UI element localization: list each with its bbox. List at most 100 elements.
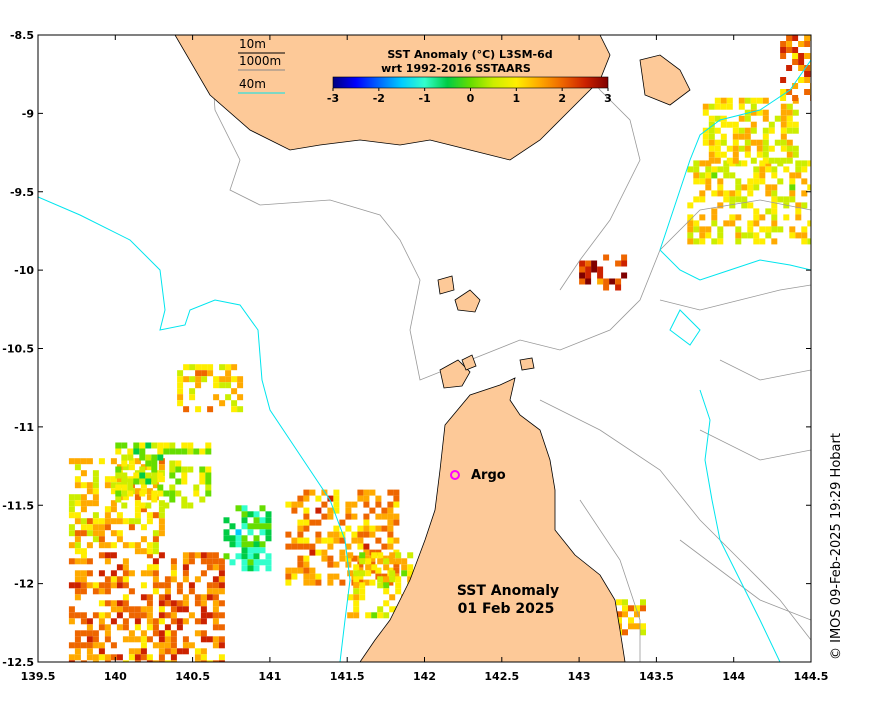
depth-label-40m: 40m (239, 77, 266, 91)
sst-pixel (74, 636, 81, 643)
sst-pixel (780, 109, 787, 116)
sst-pixel (759, 160, 766, 167)
sst-pixel (723, 196, 730, 203)
sst-pixel (68, 558, 75, 565)
sst-pixel (134, 494, 141, 501)
y-axis: -8.5-9-9.5-10-10.5-11-11.5-12-12.5 (2, 29, 811, 669)
sst-pixel (708, 103, 715, 110)
sst-pixel (146, 570, 153, 577)
sst-pixel (74, 654, 81, 661)
sst-pixel (792, 35, 799, 41)
sst-pixel (212, 552, 219, 559)
sst-pixel (801, 238, 808, 245)
sst-pixel (68, 654, 75, 661)
sst-pixel (708, 133, 715, 140)
sst-pixel (798, 53, 805, 59)
sst-pixel (80, 612, 87, 619)
sst-pixel (175, 466, 182, 473)
sst-pixel (128, 630, 135, 637)
sst-pixel (717, 202, 724, 209)
sst-pixel (152, 660, 159, 662)
sst-pixel (345, 555, 352, 562)
colorbar-tick-label: 1 (513, 92, 521, 105)
sst-pixel (265, 535, 272, 542)
sst-pixel (68, 606, 75, 613)
sst-pixel (80, 518, 87, 525)
sst-pixel (732, 127, 739, 134)
sst-pixel (68, 642, 75, 649)
sst-pixel (157, 490, 164, 497)
sst-pixel (383, 576, 390, 583)
sst-pixel (762, 97, 769, 104)
sst-pixel (717, 190, 724, 197)
x-tick-label: 143.5 (639, 670, 674, 683)
sst-pixel (170, 660, 177, 662)
sst-pixel (68, 618, 75, 625)
sst-pixel (134, 488, 141, 495)
sst-pixel (363, 519, 370, 526)
sst-pixel (205, 490, 212, 497)
sst-pixel (359, 582, 366, 589)
sst-pixel (747, 190, 754, 197)
sst-pixel (169, 466, 176, 473)
sst-pixel (705, 178, 712, 185)
sst-pixel (699, 172, 706, 179)
sst-pixel (80, 458, 87, 465)
sst-pixel (200, 612, 207, 619)
sst-pixel (783, 214, 790, 221)
sst-pixel (104, 576, 111, 583)
sst-pixel (622, 611, 628, 618)
sst-pixel (407, 564, 414, 571)
sst-pixel (182, 600, 189, 607)
sst-pixel (176, 588, 183, 595)
sst-pixel (188, 558, 195, 565)
sst-pixel (609, 278, 616, 285)
sst-pixel (121, 484, 128, 491)
sst-pixel (792, 145, 799, 152)
sst-pixel (170, 654, 177, 661)
sst-pixel (218, 612, 225, 619)
sst-pixel (169, 472, 176, 479)
sst-pixel (134, 512, 141, 519)
sst-pixel (693, 166, 700, 173)
land-island-1 (454, 289, 481, 313)
sst-pixel (188, 642, 195, 649)
sst-pixel (395, 558, 402, 565)
sst-pixel (218, 558, 225, 565)
sst-pixel (780, 53, 787, 59)
sst-pixel (200, 558, 207, 565)
sst-pixel (182, 576, 189, 583)
sst-pixel (353, 570, 360, 577)
sst-pixel (699, 214, 706, 221)
sst-pixel (194, 576, 201, 583)
sst-pixel (377, 558, 384, 565)
sst-pixel (603, 278, 610, 285)
sst-pixel (783, 196, 790, 203)
sst-pixel (395, 552, 402, 559)
sst-pixel (634, 611, 640, 618)
sst-pixel (383, 612, 390, 619)
sst-pixel (104, 612, 111, 619)
sst-pixel (98, 588, 105, 595)
sst-pixel (127, 454, 134, 461)
sst-pixel (735, 184, 742, 191)
sst-pixel (134, 660, 141, 662)
x-axis: 139.5 140 140.5 141 141.5 142 142.5 143 143.5 144… (21, 35, 828, 683)
x-tick-label: 142.5 (484, 670, 519, 683)
sst-pixel (297, 519, 304, 526)
argo-marker (450, 470, 460, 480)
sst-pixel (753, 184, 760, 191)
sst-pixel (195, 370, 202, 377)
sst-pixel (86, 642, 93, 649)
sst-pixel (347, 552, 354, 559)
sst-pixel (732, 151, 739, 158)
sst-pixel (158, 648, 165, 655)
sst-pixel (86, 488, 93, 495)
sst-pixel (786, 103, 793, 110)
sst-pixel (795, 172, 802, 179)
sst-pixel (634, 605, 640, 612)
sst-pixel (369, 579, 376, 586)
sst-pixel (241, 511, 248, 518)
sst-pixel (86, 630, 93, 637)
sst-pixel (98, 618, 105, 625)
